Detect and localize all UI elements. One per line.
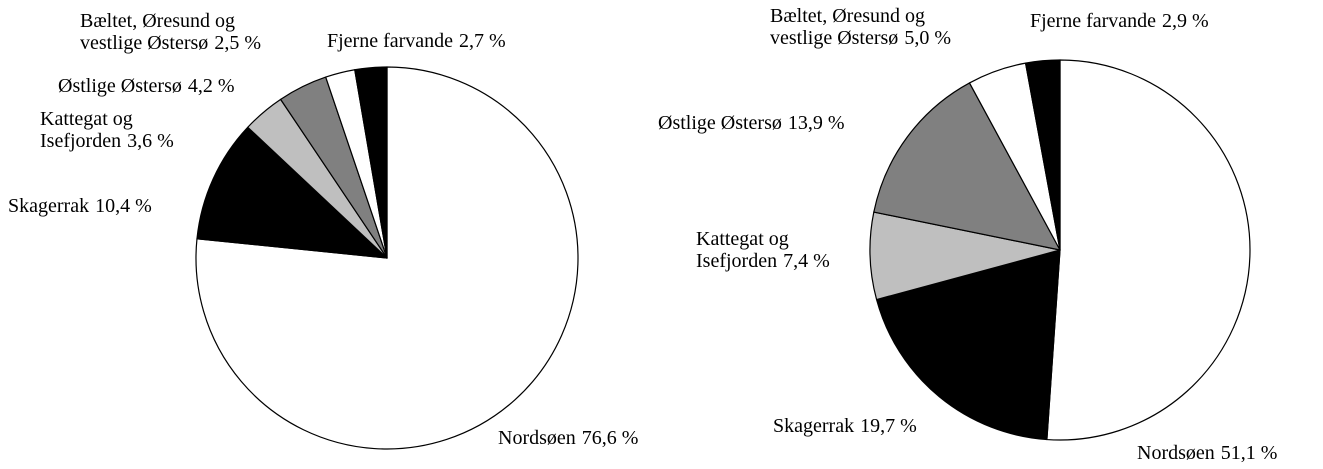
value-label: 2,9 % — [1162, 10, 1209, 32]
value-label: 19,7 % — [860, 415, 917, 437]
slice-label: Skagerrak 10,4 % — [8, 195, 152, 217]
pie-slice — [1024, 59, 1061, 251]
category-label: Kattegat og Isefjorden — [696, 228, 789, 272]
slice-label: Bæltet, Øresund og vestlige Østersø 5,0 % — [770, 5, 985, 49]
category-label: Nordsøen — [498, 427, 576, 449]
category-label: Bæltet, Øresund og vestlige Østersø — [80, 10, 235, 54]
slice-label: Skagerrak 19,7 % — [773, 415, 917, 437]
value-label: 76,6 % — [581, 427, 639, 449]
slice-label: Kattegat og Isefjorden 7,4 % — [696, 228, 856, 272]
slice-label: Fjerne farvande 2,9 % — [1030, 10, 1209, 32]
pie-slice — [875, 249, 1061, 441]
category-label: Nordsøen — [1137, 442, 1215, 464]
pie-slice — [354, 66, 388, 259]
value-label: 13,9 % — [787, 112, 845, 134]
slice-label: Nordsøen 76,6 % — [498, 427, 638, 449]
value-label: 3,6 % — [127, 130, 174, 152]
slice-label: Nordsøen 51,1 % — [1137, 442, 1277, 464]
category-label: Fjerne farvande — [1030, 10, 1157, 32]
value-label: 51,1 % — [1220, 442, 1278, 464]
category-label: Fjerne farvande — [327, 30, 454, 52]
category-label: Østlige Østersø — [658, 112, 782, 134]
category-label: Skagerrak — [8, 195, 90, 217]
value-label: 7,4 % — [783, 250, 830, 272]
category-label: Kattegat og Isefjorden — [40, 108, 133, 152]
value-label: 2,7 % — [459, 30, 506, 52]
slice-label: Fjerne farvande 2,7 % — [327, 30, 506, 52]
value-label: 5,0 % — [904, 27, 951, 49]
slice-label: Kattegat og Isefjorden 3,6 % — [40, 108, 200, 152]
slice-label: Østlige Østersø 13,9 % — [658, 112, 845, 134]
value-label: 2,5 % — [214, 32, 261, 54]
category-label: Bæltet, Øresund og vestlige Østersø — [770, 5, 925, 49]
slice-label: Østlige Østersø 4,2 % — [58, 75, 235, 97]
pie-slice — [1046, 59, 1251, 441]
slice-label: Bæltet, Øresund og vestlige Østersø 2,5 % — [80, 10, 295, 54]
category-label: Skagerrak — [773, 415, 855, 437]
value-label: 4,2 % — [187, 75, 235, 97]
category-label: Østlige Østersø — [58, 75, 182, 97]
pie-slice — [196, 126, 388, 259]
value-label: 10,4 % — [95, 195, 152, 217]
pie-slice — [873, 82, 1061, 251]
